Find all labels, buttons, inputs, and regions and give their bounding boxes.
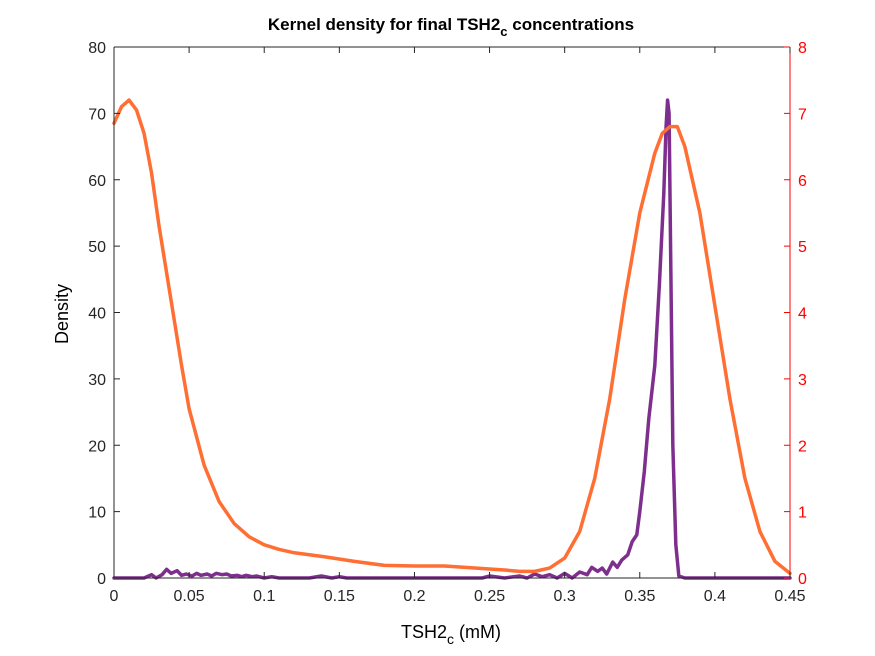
x-tick-label: 0.3 [554, 588, 576, 605]
series-line-left [112, 98, 792, 580]
x-tick-label: 0.4 [704, 588, 726, 605]
y-tick-label-right: 3 [798, 372, 807, 389]
y-tick-label-left: 20 [88, 438, 106, 455]
y-tick-label-left: 50 [88, 239, 106, 256]
x-tick-label: 0.2 [403, 588, 425, 605]
y-tick-label-right: 8 [798, 40, 807, 57]
x-tick-label: 0.35 [624, 588, 655, 605]
y-tick-label-right: 7 [798, 106, 807, 123]
x-tick-label: 0.25 [474, 588, 505, 605]
y-tick-label-left: 80 [88, 40, 106, 57]
y-tick-label-right: 6 [798, 173, 807, 190]
x-tick-label: 0.15 [324, 588, 355, 605]
series-line-right [112, 98, 792, 576]
y-tick-label-right: 0 [798, 571, 807, 588]
y-tick-label-right: 2 [798, 438, 807, 455]
y-tick-label-left: 70 [88, 106, 106, 123]
y-tick-label-left: 40 [88, 306, 106, 323]
y-tick-label-right: 1 [798, 505, 807, 522]
x-tick-label: 0.1 [253, 588, 275, 605]
y-tick-label-left: 0 [97, 571, 106, 588]
y-tick-label-right: 5 [798, 239, 807, 256]
y-tick-label-left: 60 [88, 173, 106, 190]
y-tick-label-left: 30 [88, 372, 106, 389]
y-tick-label-right: 4 [798, 306, 807, 323]
chart-title: Kernel density for final TSH2c concentra… [268, 15, 634, 39]
y-axis-label: Density [52, 284, 72, 344]
x-tick-label: 0.05 [174, 588, 205, 605]
x-axis-label: TSH2c (mM) [401, 622, 501, 647]
x-tick-label: 0.45 [774, 588, 805, 605]
y-tick-label-left: 10 [88, 505, 106, 522]
x-tick-label: 0 [110, 588, 119, 605]
